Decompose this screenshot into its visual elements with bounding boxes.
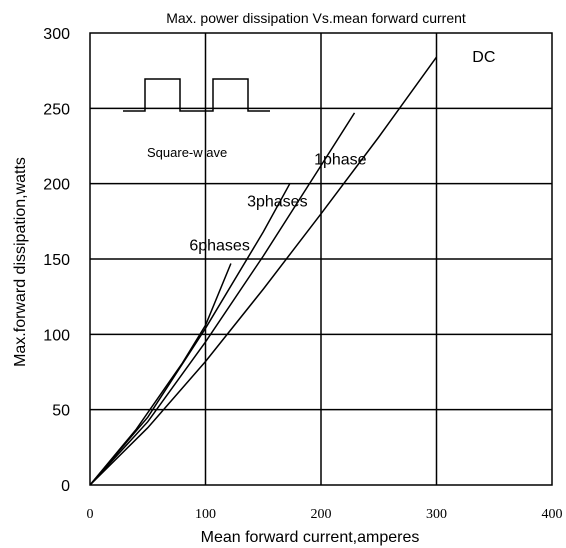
ticks: 0 100 200 300 400 0 50 100 150 200 250 300 (43, 26, 562, 522)
x-tick-label: 400 (542, 507, 563, 522)
y-tick-label: 200 (43, 177, 70, 194)
y-tick-label: 300 (43, 26, 70, 43)
series-line-dc (89, 56, 438, 486)
square-wave-icon (123, 78, 270, 112)
chart-title: Max. power dissipation Vs.mean forward c… (166, 10, 466, 26)
series-group: DC 1phase 3phases 6phases (89, 49, 495, 486)
y-axis-label: Max.forward dissipation,watts (12, 157, 29, 367)
x-tick-label: 300 (426, 507, 447, 522)
x-tick-label: 100 (195, 507, 216, 522)
y-tick-label: 100 (43, 327, 70, 344)
series-label-6phases: 6phases (189, 237, 250, 254)
x-axis-label: Mean forward current,amperes (201, 529, 420, 546)
square-wave-label: Square-w ave (147, 145, 227, 160)
series-line-1phase (89, 112, 356, 486)
series-label-1phase: 1phase (314, 152, 367, 169)
series-label-3phases: 3phases (247, 194, 308, 211)
series-line-6phases (89, 263, 232, 486)
series-line-3phases (89, 183, 291, 486)
y-tick-label: 150 (43, 252, 70, 269)
square-wave-inset: Square-w ave (123, 78, 270, 160)
x-tick-label: 200 (311, 507, 332, 522)
y-tick-label: 250 (43, 101, 70, 118)
series-label-dc: DC (472, 49, 495, 66)
y-tick-label: 50 (52, 403, 70, 420)
y-tick-label: 0 (61, 478, 70, 495)
x-tick-label: 0 (87, 507, 94, 522)
grid (89, 32, 553, 486)
